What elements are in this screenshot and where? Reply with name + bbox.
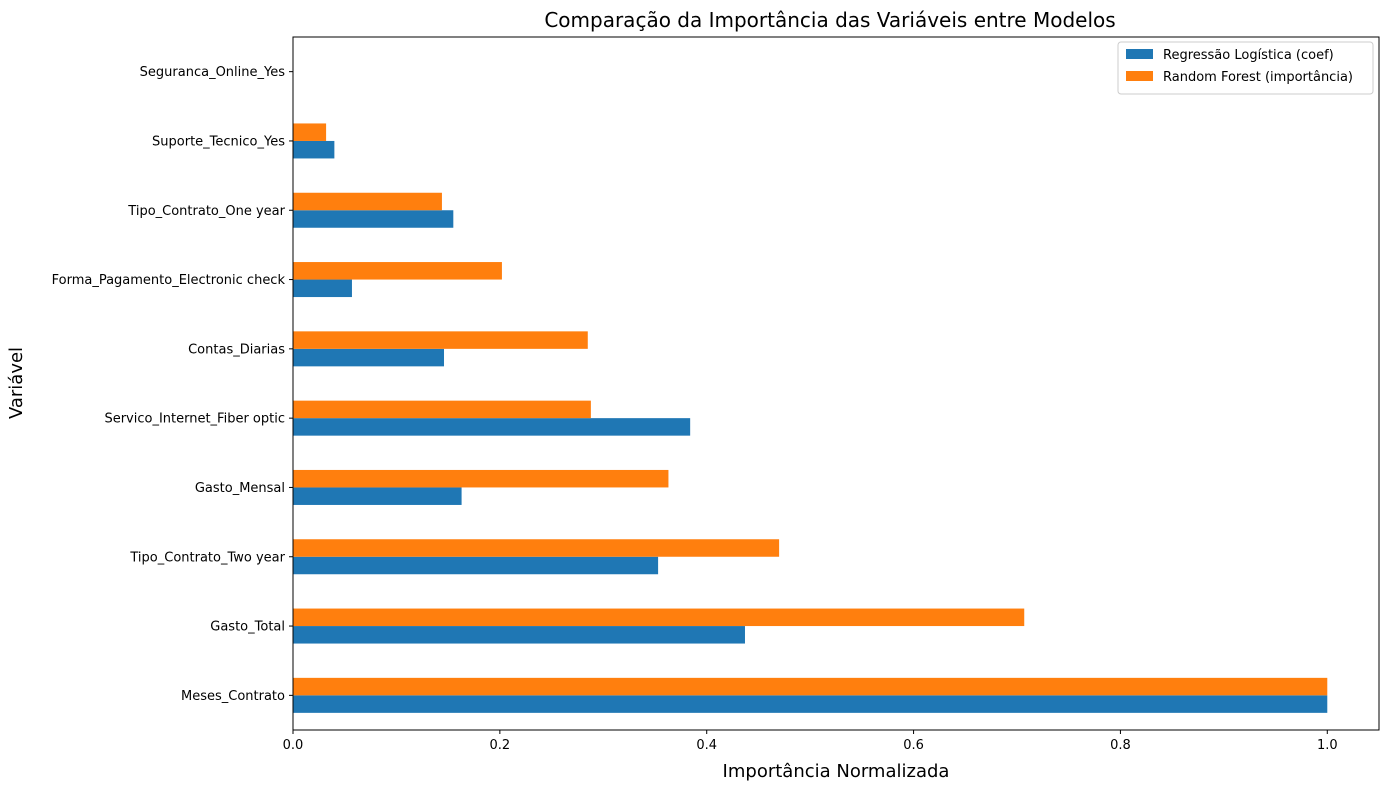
- bar-random-forest-gasto-total: [293, 608, 1025, 627]
- bar-logistic-gasto-mensal: [293, 487, 462, 505]
- x-axis-label: Importância Normalizada: [723, 761, 950, 782]
- legend-swatch-logistic: [1126, 49, 1153, 59]
- legend-label-logistic: Regressão Logística (coef): [1163, 48, 1334, 63]
- chart-title: Comparação da Importância das Variáveis …: [544, 8, 1115, 32]
- x-tick-label-0: 0.0: [283, 738, 304, 753]
- bar-logistic-forma-pagamento-electronic-check: [293, 279, 352, 298]
- bar-random-forest-servico-internet-fiber-optic: [293, 400, 591, 419]
- y-tick-label-tipo-contrato-two-year: Tipo_Contrato_Two year: [129, 550, 285, 565]
- y-tick-label-contas-diarias: Contas_Diarias: [188, 342, 285, 357]
- bar-random-forest-contas-diarias: [293, 331, 588, 349]
- x-tick-label-2: 0.4: [696, 738, 717, 753]
- x-tick-label-4: 0.8: [1110, 738, 1131, 753]
- x-axis-ticks: 0.0 0.2 0.4 0.6 0.8 1.0: [283, 730, 1338, 753]
- bar-random-forest-tipo-contrato-one-year: [293, 192, 442, 211]
- y-tick-label-tipo-contrato-one-year: Tipo_Contrato_One year: [127, 204, 285, 219]
- bar-random-forest-gasto-mensal: [293, 469, 669, 488]
- bar-random-forest-suporte-tecnico-yes: [293, 123, 327, 141]
- x-tick-label-1: 0.2: [490, 738, 511, 753]
- y-tick-label-suporte-tecnico-yes: Suporte_Tecnico_Yes: [152, 134, 285, 149]
- legend-swatch-random-forest: [1126, 71, 1153, 81]
- y-tick-label-gasto-total: Gasto_Total: [210, 620, 285, 635]
- y-tick-label-servico-internet-fiber-optic: Servico_Internet_Fiber optic: [104, 412, 285, 427]
- legend: Regressão Logística (coef) Random Forest…: [1117, 41, 1374, 95]
- bar-random-forest-tipo-contrato-two-year: [293, 539, 780, 557]
- bar-random-forest-forma-pagamento-electronic-check: [293, 262, 502, 280]
- x-tick-label-3: 0.6: [903, 738, 924, 753]
- bar-logistic-meses-contrato: [293, 695, 1328, 713]
- bar-logistic-suporte-tecnico-yes: [293, 140, 335, 159]
- y-tick-label-forma-pagamento-electronic-check: Forma_Pagamento_Electronic check: [52, 273, 286, 288]
- x-tick-label-5: 1.0: [1317, 738, 1338, 753]
- bar-random-forest-meses-contrato: [293, 677, 1328, 696]
- plot-frame: [292, 36, 1380, 731]
- bar-logistic-contas-diarias: [293, 348, 445, 367]
- y-tick-label-gasto-mensal: Gasto_Mensal: [195, 481, 285, 496]
- y-axis-ticks: Meses_Contrato Gasto_Total Tipo_Contrato_T…: [52, 65, 293, 704]
- y-tick-label-seguranca-online-yes: Seguranca_Online_Yes: [140, 65, 286, 80]
- bars-group: [293, 123, 1328, 713]
- legend-label-random-forest: Random Forest (importância): [1163, 70, 1353, 85]
- bar-logistic-gasto-total: [293, 626, 745, 644]
- y-axis-label: Variável: [6, 347, 27, 419]
- y-tick-label-meses-contrato: Meses_Contrato: [181, 689, 285, 704]
- legend-box: [1117, 41, 1374, 95]
- bar-logistic-tipo-contrato-two-year: [293, 556, 659, 575]
- bar-logistic-servico-internet-fiber-optic: [293, 418, 691, 436]
- bar-logistic-tipo-contrato-one-year: [293, 210, 454, 228]
